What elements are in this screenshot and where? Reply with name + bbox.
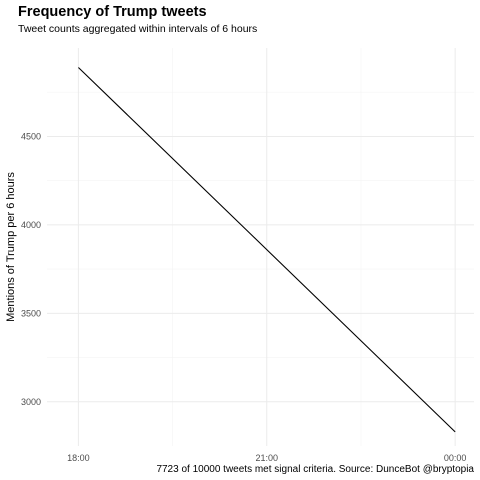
x-tick-label: 00:00 [444, 453, 467, 463]
y-tick-label: 3000 [21, 397, 41, 407]
minor-gridlines [47, 48, 474, 446]
chart-title: Frequency of Trump tweets [18, 4, 207, 20]
major-gridlines [47, 48, 474, 446]
series-line [78, 67, 456, 433]
series-layer [78, 67, 456, 433]
y-tick-label: 3500 [21, 308, 41, 318]
x-tick-label: 18:00 [67, 453, 90, 463]
x-axis-ticks: 18:00 21:00 00:00 [67, 453, 466, 463]
y-tick-label: 4500 [21, 131, 41, 141]
y-tick-label: 4000 [21, 220, 41, 230]
chart-caption: 7723 of 10000 tweets met signal criteria… [156, 464, 474, 475]
x-tick-label: 21:00 [256, 453, 279, 463]
chart-subtitle: Tweet counts aggregated within intervals… [18, 23, 257, 35]
y-axis-ticks: 3000 3500 4000 4500 [21, 131, 41, 406]
y-axis-title: Mentions of Trump per 6 hours [5, 172, 17, 322]
